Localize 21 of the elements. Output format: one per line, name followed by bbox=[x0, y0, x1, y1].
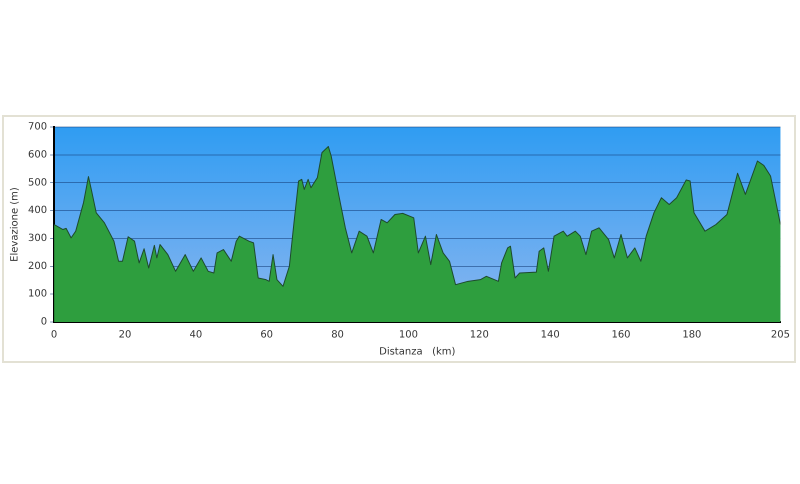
y-tick-label: 600 bbox=[28, 149, 48, 160]
y-tick-label: 300 bbox=[28, 233, 48, 244]
y-tick-label: 200 bbox=[28, 260, 48, 272]
y-tick-label: 400 bbox=[28, 205, 48, 216]
y-tick-label: 0 bbox=[40, 316, 48, 328]
y-tick-label: 500 bbox=[28, 177, 48, 188]
x-tick-label: 20 bbox=[118, 330, 132, 341]
x-tick-label: 140 bbox=[540, 330, 560, 341]
x-tick-label: 160 bbox=[611, 330, 631, 341]
x-tick-label: 205 bbox=[770, 330, 790, 341]
x-tick-label: 0 bbox=[50, 330, 58, 341]
x-tick-label: 80 bbox=[331, 330, 344, 341]
x-tick-label: 100 bbox=[398, 330, 418, 341]
x-tick-label: 60 bbox=[260, 330, 274, 341]
y-axis-title: Elevazione (m) bbox=[10, 187, 21, 262]
y-tick-label: 700 bbox=[28, 122, 48, 133]
x-tick-label: 180 bbox=[682, 330, 702, 341]
x-axis-title: Distanza (km) bbox=[379, 346, 456, 358]
x-tick-label: 120 bbox=[470, 330, 489, 341]
x-tick-label: 40 bbox=[189, 330, 202, 341]
y-tick-label: 100 bbox=[28, 288, 48, 300]
